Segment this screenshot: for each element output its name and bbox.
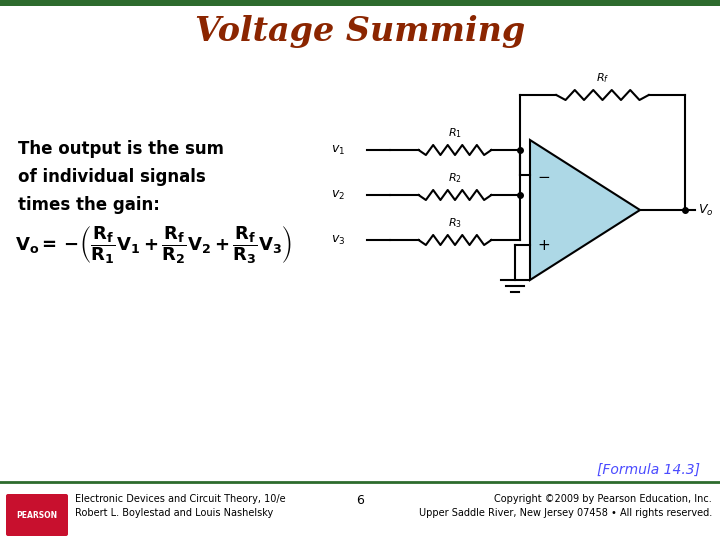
Text: $+$: $+$ — [537, 238, 551, 253]
Text: [Formula 14.3]: [Formula 14.3] — [597, 463, 700, 477]
Text: $\mathbf{V_o = -\!\left(\dfrac{R_f}{R_1}V_1 + \dfrac{R_f}{R_2}V_2 + \dfrac{R_f}{: $\mathbf{V_o = -\!\left(\dfrac{R_f}{R_1}… — [15, 224, 292, 266]
FancyBboxPatch shape — [6, 494, 68, 536]
Text: $R_2$: $R_2$ — [448, 171, 462, 185]
Text: $R_f$: $R_f$ — [595, 71, 609, 85]
Text: $R_3$: $R_3$ — [448, 216, 462, 230]
Text: Electronic Devices and Circuit Theory, 10/e
Robert L. Boylestad and Louis Nashel: Electronic Devices and Circuit Theory, 1… — [75, 494, 286, 518]
Text: Copyright ©2009 by Pearson Education, Inc.
Upper Saddle River, New Jersey 07458 : Copyright ©2009 by Pearson Education, In… — [419, 494, 712, 518]
Text: $v_2$: $v_2$ — [331, 188, 345, 201]
Text: $V_o$: $V_o$ — [698, 202, 714, 218]
Text: $R_1$: $R_1$ — [448, 126, 462, 140]
Text: $v_1$: $v_1$ — [331, 144, 345, 157]
Text: $-$: $-$ — [537, 167, 551, 183]
Text: The output is the sum
of individual signals
times the gain:: The output is the sum of individual sign… — [18, 140, 224, 214]
Text: PEARSON: PEARSON — [17, 511, 58, 521]
Bar — [0, 0, 720, 6]
Text: $v_3$: $v_3$ — [330, 233, 345, 247]
Text: 6: 6 — [356, 494, 364, 507]
Text: Voltage Summing: Voltage Summing — [195, 16, 525, 49]
Polygon shape — [530, 140, 640, 280]
